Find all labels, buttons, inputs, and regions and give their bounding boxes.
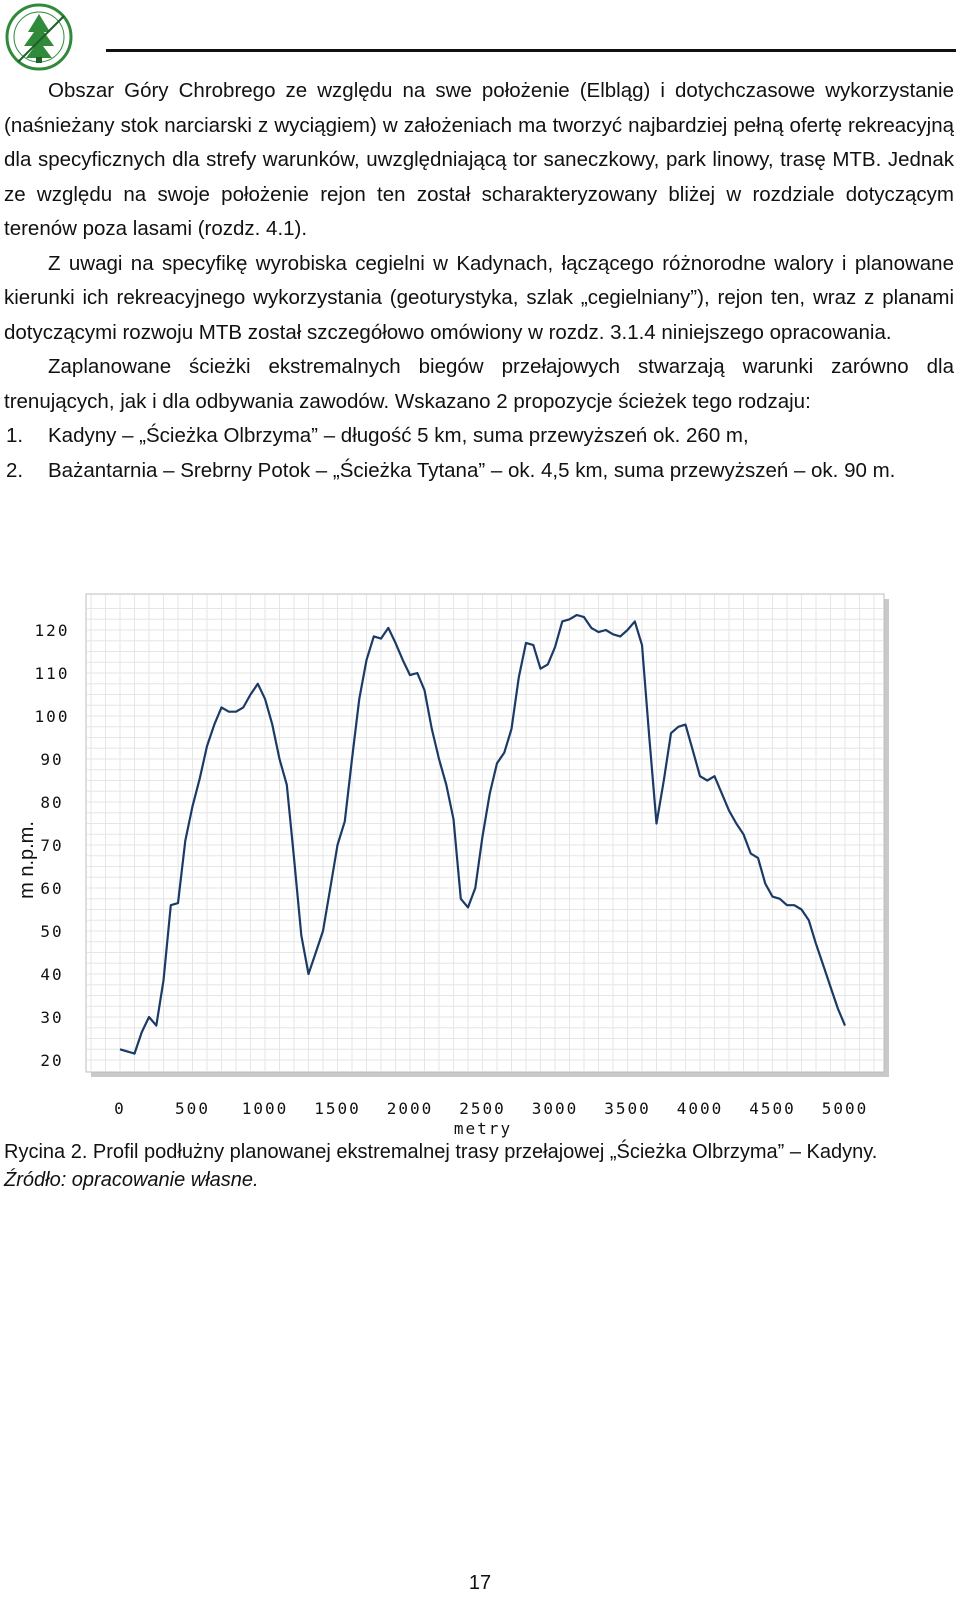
x-tick-label: 500 bbox=[175, 1099, 210, 1118]
y-tick-label: 30 bbox=[40, 1008, 63, 1027]
x-tick-label: 2500 bbox=[459, 1099, 506, 1118]
page-number: 17 bbox=[468, 1572, 492, 1594]
x-tick-label: 4500 bbox=[749, 1099, 796, 1118]
paragraph-kadyny-cegielnia: Z uwagi na specyfikę wyrobiska cegielni … bbox=[4, 251, 954, 344]
x-tick-label: 3500 bbox=[604, 1099, 651, 1118]
x-tick-label: 1000 bbox=[242, 1099, 289, 1118]
y-tick-label: 20 bbox=[40, 1051, 63, 1070]
figure-caption: Rycina 2. Profil podłużny planowanej eks… bbox=[4, 1138, 954, 1194]
forest-tree-seal-icon bbox=[5, 3, 73, 71]
x-tick-label: 1500 bbox=[314, 1099, 361, 1118]
y-tick-label: 90 bbox=[40, 750, 63, 769]
x-tick-label: 0 bbox=[114, 1099, 126, 1118]
forest-tree-seal-logo bbox=[4, 2, 74, 72]
caption-source: Źródło: opracowanie własne. bbox=[4, 1169, 259, 1191]
y-tick-label: 120 bbox=[35, 621, 70, 640]
x-axis-label: metry bbox=[454, 1119, 512, 1138]
list-item: 2. Bażantarnia – Srebrny Potok – „Ścieżk… bbox=[4, 454, 954, 489]
paragraph-gora-chrobrego: Obszar Góry Chrobrego ze względu na swe … bbox=[4, 79, 954, 240]
paragraph-sciezki-ekstremalne: Zaplanowane ścieżki ekstremalnych biegów… bbox=[4, 355, 954, 413]
x-tick-label: 3000 bbox=[532, 1099, 579, 1118]
caption-title: Rycina 2. Profil podłużny planowanej eks… bbox=[4, 1141, 878, 1163]
routes-list: 1. Kadyny – „Ścieżka Olbrzyma” – długość… bbox=[4, 419, 954, 488]
y-tick-label: 100 bbox=[35, 707, 70, 726]
elevation-series-line bbox=[119, 613, 847, 1055]
x-tick-label: 4000 bbox=[677, 1099, 724, 1118]
header-rule bbox=[106, 49, 956, 52]
y-tick-label: 70 bbox=[40, 836, 63, 855]
elevation-profile-chart: 20 30 40 50 60 70 80 90 100 110 120 0 500 1000 1500 200… bbox=[0, 590, 960, 1140]
x-tick-label: 2000 bbox=[387, 1099, 434, 1118]
elevation-profile-svg: 20 30 40 50 60 70 80 90 100 110 120 0 500 1000 1500 200… bbox=[16, 593, 889, 1138]
y-tick-label: 50 bbox=[40, 922, 63, 941]
plot-frame bbox=[85, 593, 885, 1073]
y-tick-label: 110 bbox=[35, 664, 70, 683]
body-text: Obszar Góry Chrobrego ze względu na swe … bbox=[4, 74, 954, 488]
y-tick-label: 60 bbox=[40, 879, 63, 898]
list-item-text: Bażantarnia – Srebrny Potok – „Ścieżka T… bbox=[48, 458, 896, 482]
list-item-number: 1. bbox=[6, 424, 24, 447]
list-item-text: Kadyny – „Ścieżka Olbrzyma” – długość 5 … bbox=[48, 424, 749, 447]
list-item: 1. Kadyny – „Ścieżka Olbrzyma” – długość… bbox=[4, 419, 954, 454]
y-tick-label: 80 bbox=[40, 793, 63, 812]
y-axis-label: m n.p.m. bbox=[16, 821, 38, 899]
y-tick-label: 40 bbox=[40, 965, 63, 984]
list-item-number: 2. bbox=[6, 458, 24, 482]
x-tick-label: 5000 bbox=[822, 1099, 869, 1118]
